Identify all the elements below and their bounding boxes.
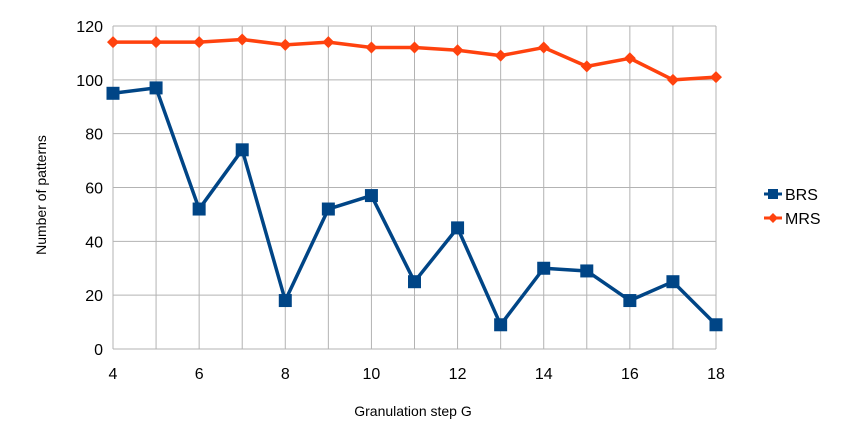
marker-mrs xyxy=(408,41,421,54)
marker-brs xyxy=(364,189,378,203)
marker-brs xyxy=(623,294,637,308)
marker-mrs xyxy=(150,36,163,49)
x-tick-label: 4 xyxy=(109,366,118,383)
series-group xyxy=(106,33,723,332)
x-tick-label: 6 xyxy=(195,366,204,383)
marker-brs xyxy=(768,189,778,199)
legend-label-mrs: MRS xyxy=(785,211,821,228)
y-tick-label: 80 xyxy=(85,127,103,144)
y-tick-label: 40 xyxy=(85,234,103,251)
y-axis-label: Number of patterns xyxy=(33,135,49,255)
marker-mrs xyxy=(279,38,292,51)
marker-mrs xyxy=(768,213,778,223)
grid xyxy=(112,25,717,350)
marker-mrs xyxy=(710,71,722,84)
marker-brs xyxy=(666,275,680,289)
marker-mrs xyxy=(322,36,335,49)
marker-mrs xyxy=(537,41,550,54)
marker-brs xyxy=(235,143,249,157)
marker-mrs xyxy=(365,41,378,54)
marker-brs xyxy=(321,202,335,216)
marker-mrs xyxy=(451,44,464,57)
x-tick-label: 10 xyxy=(363,366,381,383)
marker-brs xyxy=(149,81,163,95)
marker-brs xyxy=(537,261,551,275)
marker-brs xyxy=(494,318,508,332)
marker-brs xyxy=(192,202,206,216)
marker-mrs xyxy=(580,60,593,73)
x-tick-label: 12 xyxy=(449,366,467,383)
legend: BRS MRS xyxy=(764,187,821,228)
marker-mrs xyxy=(623,52,636,65)
marker-mrs xyxy=(666,73,679,86)
marker-mrs xyxy=(193,36,206,49)
y-tick-label: 120 xyxy=(76,19,103,36)
x-tick-label: 16 xyxy=(621,366,639,383)
x-tick-labels: 4 6 8 10 12 14 16 18 xyxy=(109,366,725,383)
marker-brs xyxy=(278,294,292,308)
marker-brs xyxy=(580,264,594,278)
marker-brs xyxy=(408,275,421,289)
marker-mrs xyxy=(107,36,119,49)
axes xyxy=(112,26,716,350)
y-tick-label: 60 xyxy=(85,181,103,198)
marker-brs xyxy=(709,318,723,332)
x-tick-label: 8 xyxy=(281,366,290,383)
x-tick-label: 18 xyxy=(707,366,725,383)
x-tick-label: 14 xyxy=(535,366,553,383)
marker-mrs xyxy=(494,49,507,62)
legend-label-brs: BRS xyxy=(785,187,818,204)
marker-brs xyxy=(106,86,120,100)
y-tick-labels: 0 20 40 60 80 100 120 xyxy=(76,19,103,359)
y-tick-label: 100 xyxy=(76,73,103,90)
y-tick-label: 20 xyxy=(85,288,103,305)
x-axis-label: Granulation step G xyxy=(354,403,472,419)
marker-brs xyxy=(451,221,465,235)
y-tick-label: 0 xyxy=(94,342,103,359)
marker-mrs xyxy=(236,33,249,46)
